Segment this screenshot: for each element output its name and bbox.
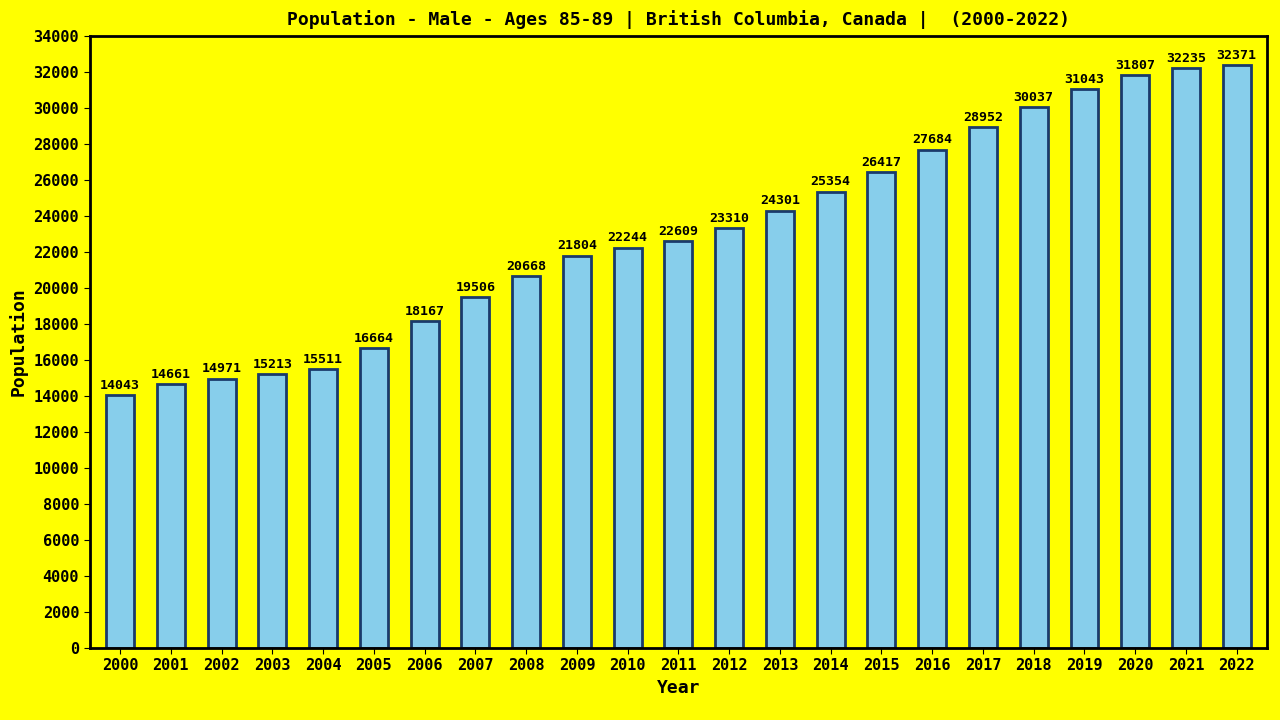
Bar [310,369,337,648]
Text: 22609: 22609 [658,225,699,238]
Bar [157,384,184,648]
Text: 31807: 31807 [1115,59,1156,72]
Bar [259,374,287,648]
Text: 14661: 14661 [151,368,191,381]
Title: Population - Male - Ages 85-89 | British Columbia, Canada |  (2000-2022): Population - Male - Ages 85-89 | British… [287,10,1070,29]
Text: 24301: 24301 [760,194,800,207]
X-axis label: Year: Year [657,679,700,697]
Y-axis label: Population: Population [9,287,28,397]
Bar [512,276,540,648]
Bar [1070,89,1098,648]
Bar [918,150,946,648]
Bar [106,395,134,648]
Text: 14043: 14043 [100,379,140,392]
Bar [1222,66,1251,648]
Text: 21804: 21804 [557,239,596,252]
Bar [563,256,591,648]
Bar [360,348,388,648]
Bar [613,248,641,648]
Text: 15213: 15213 [252,358,292,371]
Text: 32371: 32371 [1217,49,1257,62]
Text: 22244: 22244 [608,231,648,244]
Text: 32235: 32235 [1166,52,1206,65]
Text: 19506: 19506 [456,281,495,294]
Bar [664,241,692,648]
Text: 14971: 14971 [201,362,242,375]
Bar [817,192,845,648]
Bar [969,127,997,648]
Bar [1121,76,1149,648]
Text: 30037: 30037 [1014,91,1053,104]
Text: 27684: 27684 [913,133,952,146]
Bar [716,228,744,648]
Text: 15511: 15511 [303,353,343,366]
Text: 26417: 26417 [861,156,901,169]
Text: 20668: 20668 [506,260,547,273]
Bar [461,297,489,648]
Text: 28952: 28952 [963,111,1004,124]
Text: 25354: 25354 [810,176,851,189]
Bar [1172,68,1199,648]
Text: 31043: 31043 [1065,73,1105,86]
Bar [765,210,794,648]
Bar [868,173,896,648]
Bar [411,321,439,648]
Text: 16664: 16664 [353,332,394,345]
Bar [1020,107,1047,648]
Text: 23310: 23310 [709,212,749,225]
Bar [207,379,236,648]
Text: 18167: 18167 [404,305,444,318]
